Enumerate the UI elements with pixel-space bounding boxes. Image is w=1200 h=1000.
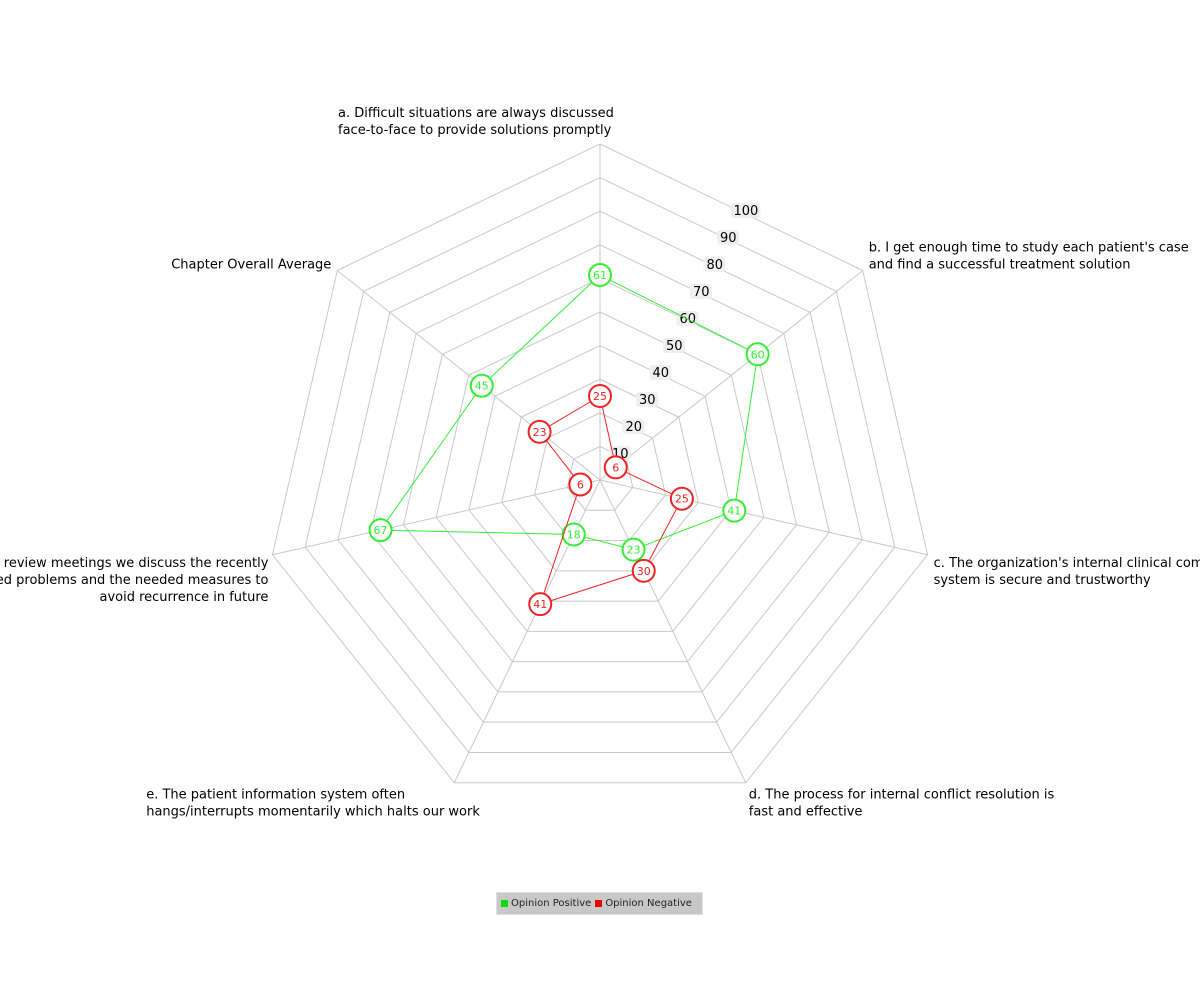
- legend-swatch-positive: [501, 900, 508, 907]
- grid-ring-70: [370, 244, 830, 693]
- data-label: 18: [567, 528, 581, 541]
- legend-item-positive[interactable]: Opinion Positive: [501, 898, 591, 909]
- tick-label-90: 90: [720, 231, 737, 246]
- series-line-1: [539, 395, 683, 605]
- tick-label-bg: [703, 257, 726, 272]
- data-label: 45: [475, 380, 489, 393]
- grid-ring-80: [337, 210, 863, 723]
- data-point[interactable]: [631, 558, 656, 583]
- series-line-closing: [380, 385, 483, 531]
- tick-label-bg: [730, 203, 761, 218]
- data-point[interactable]: [561, 522, 586, 547]
- tick-label-bg: [649, 365, 672, 380]
- axis-label-line: system is secure and trustworthy: [934, 573, 1151, 588]
- data-label: 41: [727, 505, 741, 518]
- data-label: 60: [751, 348, 765, 361]
- axis-label-line: fast and effective: [749, 805, 863, 820]
- axis-label-line: Chapter Overall Average: [171, 258, 331, 273]
- tick-label-70: 70: [693, 285, 710, 300]
- data-point[interactable]: [568, 472, 593, 497]
- data-point[interactable]: [669, 486, 694, 511]
- data-label: 6: [577, 478, 584, 491]
- tick-label-80: 80: [707, 258, 724, 273]
- grid-ring-10: [566, 445, 634, 511]
- grid-spoke: [599, 479, 928, 556]
- tick-label-30: 30: [639, 393, 656, 408]
- grid-ring-40: [468, 345, 732, 602]
- grid-ring-90: [304, 177, 896, 753]
- tick-label-bg: [636, 392, 658, 407]
- grid-spoke: [336, 270, 601, 481]
- data-label: 23: [627, 544, 641, 557]
- data-label: 23: [533, 426, 547, 439]
- data-label: 67: [374, 524, 388, 537]
- data-point[interactable]: [528, 592, 553, 617]
- grid-spoke: [599, 479, 747, 783]
- axis-label-2: c. The organization's internal clinical …: [934, 556, 1200, 588]
- series-line-closing: [481, 274, 601, 387]
- grid-spoke: [272, 479, 601, 556]
- axis-label-1: b. I get enough time to study each patie…: [869, 241, 1189, 273]
- data-label: 25: [675, 493, 689, 506]
- data-label: 61: [593, 269, 607, 282]
- axis-label-line: avoid recurrence in future: [99, 590, 268, 605]
- tick-label-bg: [690, 284, 712, 299]
- data-point[interactable]: [469, 373, 494, 398]
- legend-label-positive: Opinion Positive: [511, 898, 592, 909]
- legend-label-negative: Opinion Negative: [605, 898, 692, 909]
- data-point[interactable]: [368, 518, 393, 543]
- axis-label-4: e. The patient information system often h…: [146, 788, 480, 820]
- grid-ring-20: [533, 412, 667, 542]
- data-point[interactable]: [745, 342, 770, 367]
- data-label: 41: [533, 598, 547, 611]
- data-point[interactable]: [621, 537, 646, 562]
- chart-legend: Opinion Positive Opinion Negative: [496, 892, 703, 915]
- data-point[interactable]: [588, 384, 612, 408]
- axis-label-line: c. The organization's internal clinical …: [934, 556, 1200, 571]
- data-point[interactable]: [603, 455, 628, 480]
- axis-label-line: and find a successful treatment solution: [869, 258, 1131, 273]
- data-point[interactable]: [588, 263, 612, 288]
- axis-label-line: discovered problems and the needed measu…: [0, 573, 268, 588]
- data-label: 6: [612, 461, 619, 474]
- axis-labels: a. Difficult situations are always discu…: [0, 106, 1200, 820]
- series-layer: 61 60 41 23 18 67 45 25 6 25 30 41 6 23: [368, 263, 770, 617]
- axis-label-6: Chapter Overall Average: [171, 258, 331, 273]
- grid-ring-50: [435, 311, 765, 632]
- tick-label-bg: [717, 230, 739, 245]
- tick-label-bg: [663, 338, 685, 353]
- tick-label-20: 20: [626, 420, 643, 435]
- grid-ring-30: [501, 378, 699, 572]
- axis-label-line: b. I get enough time to study each patie…: [869, 241, 1189, 256]
- axis-label-line: d. The process for internal conflict res…: [749, 788, 1055, 803]
- data-label: 25: [593, 390, 607, 403]
- axis-label-line: hangs/interrupts momentarily which halts…: [146, 805, 480, 820]
- data-label: 30: [637, 565, 651, 578]
- series-line-0: [380, 274, 759, 551]
- grid-spoke: [599, 270, 864, 481]
- axis-label-5: f. In review meetings we discuss the rec…: [0, 556, 269, 605]
- tick-label-40: 40: [653, 366, 670, 381]
- tick-label-100: 100: [734, 204, 759, 219]
- grid-ring-60: [402, 277, 798, 663]
- legend-item-negative[interactable]: Opinion Negative: [595, 898, 692, 909]
- tick-label-50: 50: [666, 339, 683, 354]
- axis-label-0: a. Difficult situations are always discu…: [338, 106, 614, 138]
- axis-label-3: d. The process for internal conflict res…: [749, 788, 1055, 820]
- data-point[interactable]: [722, 498, 747, 523]
- axis-label-line: a. Difficult situations are always discu…: [338, 106, 614, 121]
- legend-swatch-negative: [595, 900, 603, 907]
- series-0: 61 60 41 23 18 67 45: [368, 263, 770, 562]
- axis-label-line: e. The patient information system often: [146, 788, 405, 803]
- tick-label-bg: [622, 419, 645, 434]
- axis-label-line: f. In review meetings we discuss the rec…: [0, 556, 269, 571]
- axis-label-line: face-to-face to provide solutions prompt…: [338, 123, 612, 138]
- data-point[interactable]: [527, 419, 552, 444]
- series-1: 25 6 25 30 41 6 23: [527, 384, 694, 617]
- radar-grid: [271, 143, 929, 784]
- grid-ring-100: [271, 143, 929, 784]
